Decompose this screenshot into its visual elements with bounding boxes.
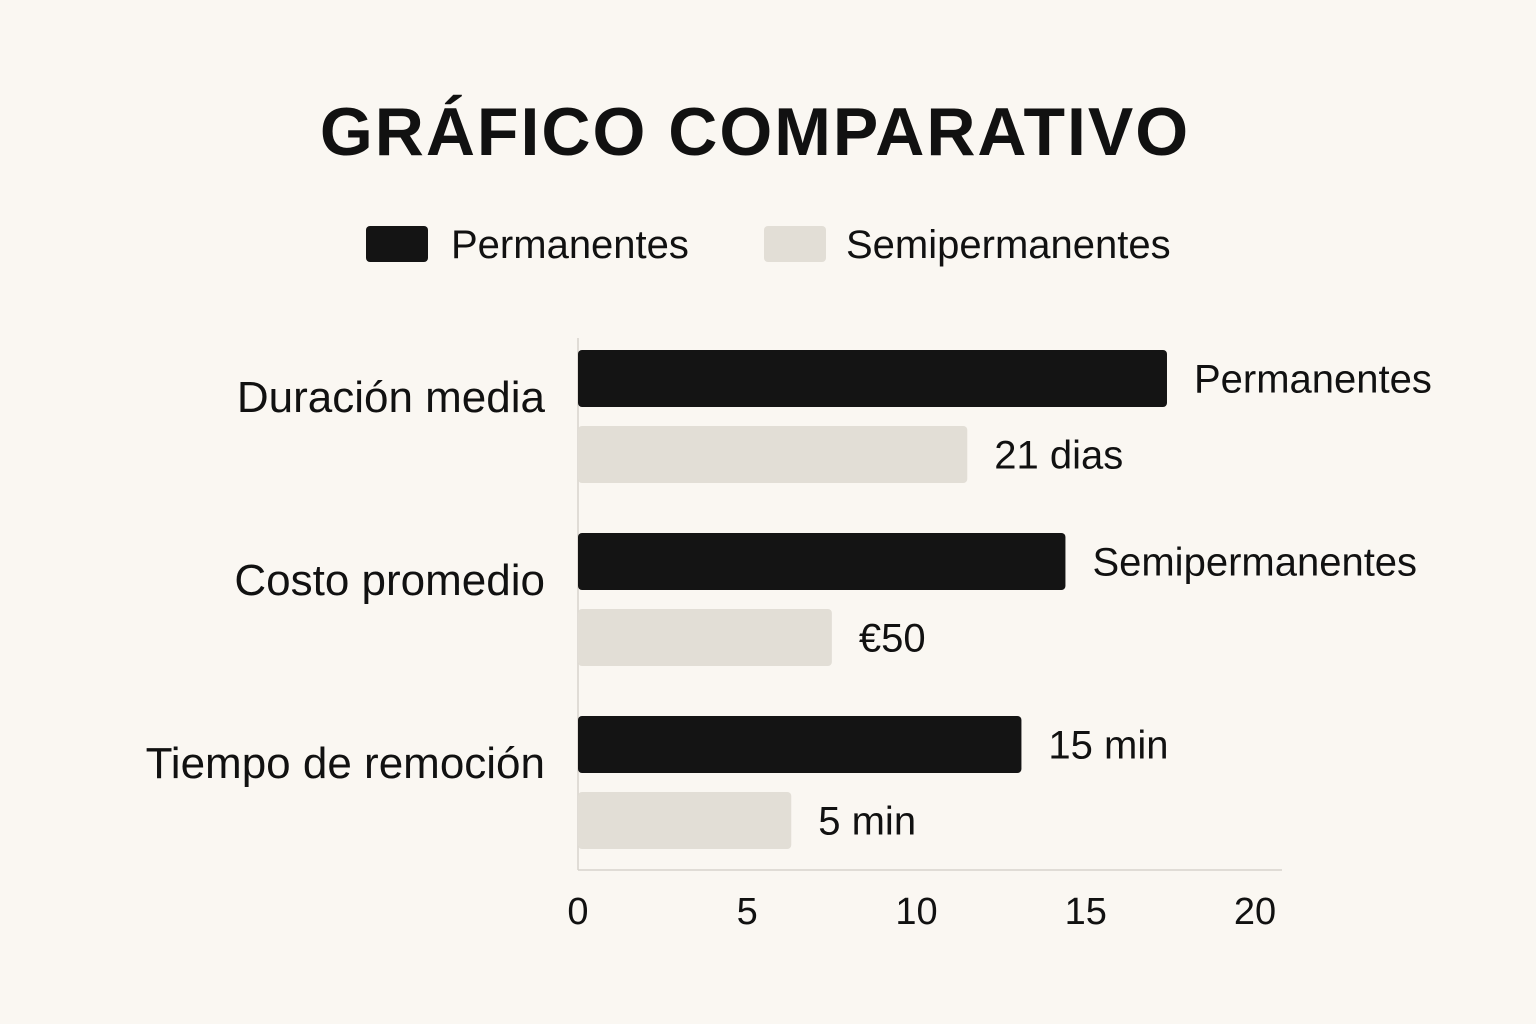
category-label: Costo promedio [234,556,545,605]
data-label: 15 min [1048,724,1168,768]
data-label: €50 [859,617,926,661]
legend-swatch-semipermanentes [764,226,826,262]
legend-label-permanentes: Permanentes [451,223,689,267]
data-label: Semipermanentes [1092,541,1417,585]
data-label: Permanentes [1194,358,1432,402]
bar-semipermanentes [578,792,792,849]
x-tick-label: 15 [1065,891,1107,933]
category-label: Duración media [237,373,546,422]
x-tick-label: 10 [895,891,937,933]
data-label: 5 min [818,800,916,844]
bar-permanentes [578,716,1022,773]
category-label: Tiempo de remoción [146,739,545,788]
legend-swatch-permanentes [366,226,428,262]
bar-semipermanentes [578,609,832,666]
x-tick-label: 20 [1234,891,1276,933]
bar-semipermanentes [578,426,968,483]
x-tick-label: 0 [567,891,588,933]
bar-permanentes [578,533,1066,590]
chart-title: GRÁFICO COMPARATIVO [320,94,1190,170]
legend-label-semipermanentes: Semipermanentes [846,223,1171,267]
x-tick-label: 5 [737,891,758,933]
bar-permanentes [578,350,1167,407]
legend: Permanentes Semipermanentes [366,223,1171,267]
data-label: 21 dias [994,434,1123,478]
